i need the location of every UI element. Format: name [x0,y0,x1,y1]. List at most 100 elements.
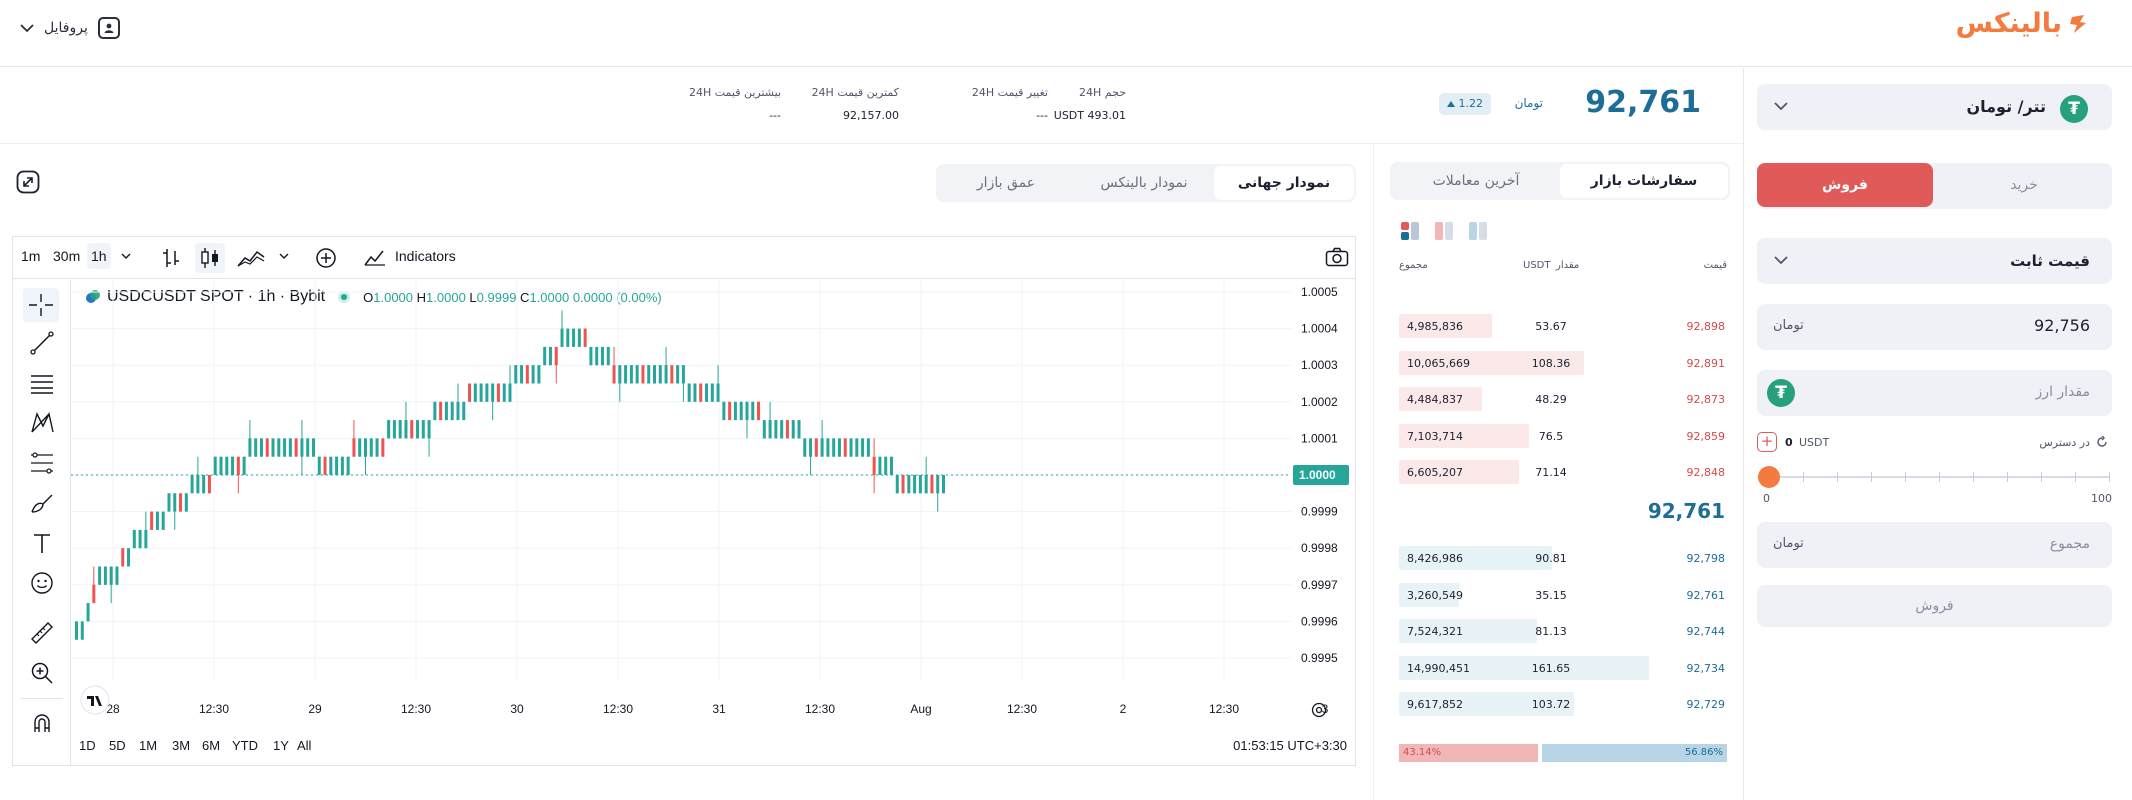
interval-30m[interactable]: 30m [53,248,81,264]
candle [745,401,749,439]
prediction-icon[interactable] [29,450,55,476]
candle [225,456,229,475]
range-3m[interactable]: 3M [172,738,191,753]
ask-row[interactable]: 6,605,207 71.14 92,848 [1399,458,1727,486]
pair-selector[interactable]: ₮ تتر/ تومان [1757,84,2112,130]
candle [901,475,905,494]
amount-slider[interactable]: 0 100 [1757,466,2112,506]
candle [716,365,720,402]
last-price-label: 1.0000 [1299,468,1336,482]
camera-icon[interactable] [1325,247,1349,267]
bar-chart-type-icon[interactable] [161,247,181,269]
price-input[interactable]: 92,756 تومان [1757,304,2112,350]
bid-row[interactable]: 7,524,321 81.13 92,744 [1399,617,1727,645]
ask-price: 92,873 [1686,393,1726,406]
refresh-icon[interactable] [2096,436,2108,448]
top-header: بالینکس پروفایل [0,0,2132,67]
bid-row[interactable]: 9,617,852 103.72 92,729 [1399,690,1727,718]
ask-row[interactable]: 4,484,837 48.29 92,873 [1399,385,1727,413]
chart-clock[interactable]: 01:53:15 UTC+3:30 [1233,738,1347,753]
chevron-down-icon[interactable] [279,253,289,261]
candle [254,438,258,457]
tab-buy[interactable]: خرید [2010,177,2038,193]
bid-depth-bar [1399,692,1574,716]
ruler-icon[interactable] [29,620,55,646]
candle [733,401,737,421]
range-all[interactable]: All [297,738,312,753]
order-type-select[interactable]: قیمت ثابت [1757,238,2112,284]
tab-sell[interactable]: فروش [1757,163,1933,207]
book-both-icon[interactable] [1399,220,1421,242]
text-tool-icon[interactable] [29,530,55,556]
tradingview-logo[interactable] [80,685,110,715]
tab-global-chart[interactable]: نمودار جهانی [1214,166,1354,200]
range-1d[interactable]: 1D [79,738,96,753]
compare-add-icon[interactable] [315,247,337,269]
interval-1m[interactable]: 1m [21,248,41,264]
candle [92,566,96,604]
mid-price-value: 92,761 [1647,499,1725,523]
candle [918,475,922,494]
candles-chart-type-icon[interactable] [195,243,225,273]
candle [606,346,610,366]
time-axis[interactable]: 28 12:30 29 12:30 30 12:30 31 12:30 Aug 12:30 2 12:… [106,702,1355,716]
tab-market-orders[interactable]: سفارشات بازار [1560,164,1728,198]
chevron-down-icon[interactable] [121,253,131,261]
fib-retracement-icon[interactable] [29,370,55,396]
candle [774,420,778,439]
tab-balinex-chart[interactable]: نمودار بالینکس [1100,175,1188,191]
candle [450,401,454,421]
magnet-icon[interactable] [29,710,55,736]
area-chart-type-icon[interactable] [237,248,265,268]
ask-row[interactable]: 7,103,714 76.5 92,859 [1399,422,1727,450]
indicators-icon[interactable] [363,247,387,267]
low-value: 92,157.00 [843,109,899,122]
bid-row[interactable]: 14,990,451 161.65 92,734 [1399,654,1727,682]
zoom-in-icon[interactable] [29,660,55,686]
add-funds-button[interactable]: + [1757,432,1777,452]
pattern-icon[interactable] [29,410,55,436]
price-tick-label: 1.0005 [1301,285,1338,299]
slider-thumb[interactable] [1758,466,1780,488]
candle [271,438,275,457]
trend-line-icon[interactable] [29,330,55,356]
open-label: O [363,289,374,305]
interval-1h[interactable]: 1h [87,243,111,269]
range-5d[interactable]: 5D [109,738,126,753]
candle [311,438,315,457]
emoji-icon[interactable] [29,570,55,596]
tools-divider [21,698,63,699]
amount-input[interactable]: مقدار ارز ₮ [1757,370,2112,416]
chart-settings-icon[interactable] [1311,702,1327,718]
range-1m[interactable]: 1M [139,738,158,753]
brush-icon[interactable] [29,490,55,516]
range-ytd[interactable]: YTD [232,738,258,753]
range-1y[interactable]: 1Y [273,738,289,753]
candle [878,456,882,475]
tab-recent-trades[interactable]: آخرین معاملات [1432,173,1520,189]
candle [826,438,830,457]
total-input[interactable]: مجموع تومان [1757,522,2112,568]
book-asks-icon[interactable] [1433,220,1455,242]
profile-menu[interactable]: پروفایل [20,17,120,39]
price-axis[interactable]: 1.0005 1.0004 1.0003 1.0002 1.0001 1.0000 0.99… [71,280,1355,726]
candle [115,566,119,585]
balinex-logo[interactable]: بالینکس [1956,8,2088,39]
bid-row[interactable]: 3,260,549 35.15 92,761 [1399,581,1727,609]
candle [635,365,639,384]
candle [433,401,437,421]
ask-row[interactable]: 4,985,836 53.67 92,898 [1399,312,1727,340]
submit-sell-button[interactable]: فروش [1757,585,2112,627]
chevron-down-icon [20,24,34,33]
range-6m[interactable]: 6M [202,738,221,753]
price-chart[interactable]: 1.0005 1.0004 1.0003 1.0002 1.0001 1.0000 0.99… [71,280,1355,726]
crosshair-icon[interactable] [23,288,59,322]
candle [681,365,685,402]
book-bids-icon[interactable] [1467,220,1489,242]
tab-market-depth[interactable]: عمق بازار [976,175,1036,191]
bid-row[interactable]: 8,426,986 90.81 92,798 [1399,544,1727,572]
ask-row[interactable]: 10,065,669 108.36 92,891 [1399,349,1727,377]
fullscreen-icon[interactable] [16,170,40,194]
indicators-button[interactable]: Indicators [395,248,456,264]
candle [98,566,102,585]
